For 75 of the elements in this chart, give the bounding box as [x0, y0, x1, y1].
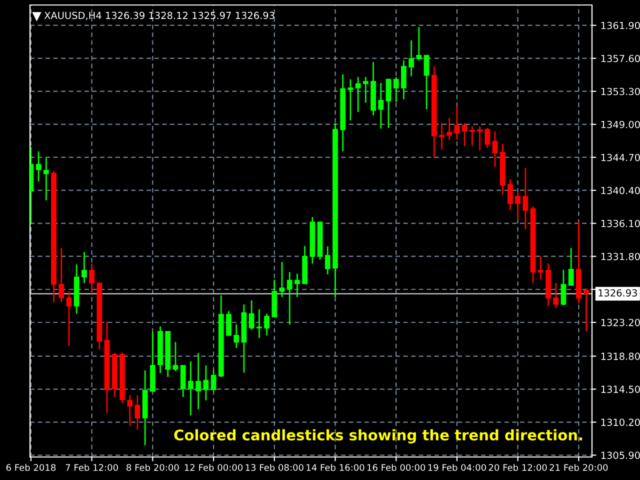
y-tick-label: 1340.40: [601, 186, 640, 194]
candlestick: [248, 300, 254, 330]
candlestick: [294, 273, 300, 298]
candlestick: [401, 60, 406, 100]
candlestick: [378, 82, 384, 130]
y-tick-label: 1349.00: [601, 120, 640, 128]
candlestick: [196, 352, 202, 410]
y-tick-label: 1361.90: [601, 22, 640, 30]
candlestick: [180, 364, 186, 398]
x-tick-label: 16 Feb 00:00: [367, 464, 426, 471]
y-tick-label: 1310.20: [601, 418, 640, 426]
candlestick: [348, 78, 354, 122]
candlestick: [58, 247, 64, 303]
candlestick: [484, 127, 490, 148]
candlestick: [560, 269, 566, 306]
candlestick: [324, 246, 330, 276]
y-tick-label: 1357.60: [601, 54, 640, 62]
candlestick: [226, 310, 232, 337]
x-tick-label: 14 Feb 16:00: [306, 464, 364, 471]
candlestick: [279, 261, 285, 298]
y-tick-label: 1305.90: [601, 452, 640, 459]
candlestick: [355, 76, 361, 113]
candlestick: [439, 122, 444, 150]
x-tick-label: 19 Feb 04:00: [428, 464, 486, 471]
x-tick-label: 8 Feb 20:00: [126, 464, 179, 471]
candlestick: [522, 167, 528, 230]
candlestick: [36, 150, 42, 182]
candlestick: [386, 78, 392, 129]
candlestick: [462, 122, 468, 147]
ref-line-label: 1326.93: [598, 289, 637, 297]
candlestick: [66, 290, 72, 347]
candlestick: [393, 76, 399, 103]
candlestick: [477, 126, 482, 152]
candlestick: [424, 54, 430, 110]
annotation: Colored candlesticks showing the trend direction.: [174, 429, 582, 444]
candlestick: [286, 271, 292, 326]
y-tick-label: 1331.80: [601, 252, 640, 260]
x-tick-label: 7 Feb 12:00: [66, 464, 118, 471]
candlestick: [127, 394, 133, 426]
candlestick: [568, 247, 574, 286]
candlestick: [82, 251, 87, 284]
y-tick-label: 1353.30: [601, 88, 640, 96]
candlestick: [446, 117, 452, 140]
x-tick-label: 6 Feb 2018: [6, 464, 56, 471]
candlestick: [134, 394, 140, 430]
candlestick: [469, 126, 475, 146]
y-tick-label: 1318.80: [601, 352, 640, 360]
candlestick: [508, 178, 513, 212]
x-tick-label: 12 Feb 00:00: [184, 464, 243, 471]
candlestick: [553, 282, 559, 309]
candlestick: [538, 256, 544, 280]
text: XAUUSD,H4 1326.39 1328.12 1325.97 1326.93: [44, 12, 274, 20]
candlestick: [492, 130, 498, 168]
candlestick: [210, 370, 216, 392]
x-tick-label: 21 Feb 20:00: [550, 464, 608, 471]
candlestick: [515, 190, 521, 222]
x-tick-label: 13 Feb 08:00: [246, 464, 304, 471]
candlestick: [264, 313, 270, 336]
candlestick: [584, 288, 589, 332]
candlestick: [188, 360, 194, 416]
candlestick: [234, 324, 240, 349]
y-tick-label: 1323.20: [601, 318, 640, 326]
candlestick: [454, 106, 460, 140]
x-tick-label: 20 Feb 12:00: [488, 464, 547, 471]
candlestick: [43, 157, 49, 202]
y-tick-label: 1314.50: [601, 386, 640, 393]
y-tick-label: 1336.10: [601, 220, 640, 228]
y-tick-label: 1344.70: [601, 154, 640, 162]
candlestick: [362, 76, 368, 104]
candlestick: [408, 40, 414, 77]
candlestick: [203, 364, 209, 402]
candlestick: [256, 308, 262, 339]
candlestick: [416, 26, 422, 62]
candlestick: [89, 262, 95, 294]
candlestick: [172, 341, 178, 372]
